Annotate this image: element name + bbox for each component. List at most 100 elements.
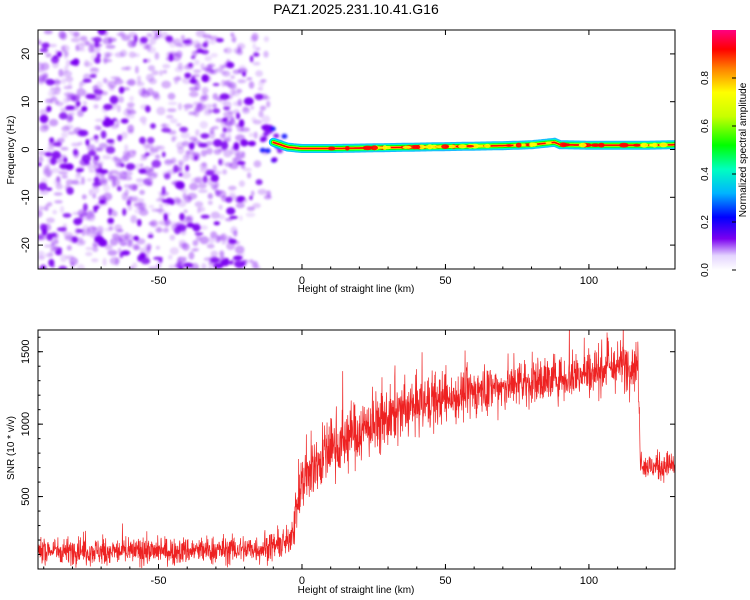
noise-blob [140, 36, 148, 44]
noise-blob [192, 101, 202, 107]
noise-blob [189, 136, 198, 142]
noise-blob [250, 105, 255, 110]
noise-blob [219, 234, 224, 242]
noise-blob [60, 77, 67, 85]
noise-blob [213, 139, 223, 147]
noise-blob [248, 132, 255, 138]
noise-blob [89, 137, 95, 141]
signal-blob [430, 144, 438, 149]
x-tick-label: 50 [439, 575, 451, 587]
noise-blob [126, 114, 135, 119]
snr-y-label: SNR (10 * v/v) [6, 416, 17, 480]
noise-blob [227, 133, 232, 140]
y-tick-label: 1000 [20, 412, 32, 436]
noise-blob [142, 143, 150, 148]
noise-blob [105, 52, 111, 58]
noise-blob [192, 79, 200, 86]
noise-blob [147, 232, 154, 238]
noise-blob [139, 189, 146, 195]
noise-blob [258, 110, 264, 118]
x-tick-label: -50 [151, 275, 167, 287]
noise-blob [184, 73, 192, 77]
noise-blob [210, 250, 218, 257]
noise-speckle [38, 30, 288, 269]
noise-blob [128, 196, 139, 200]
noise-blob [58, 265, 68, 269]
noise-blob [263, 195, 272, 200]
noise-blob [162, 228, 169, 233]
signal-blob [649, 143, 655, 147]
noise-blob [64, 184, 71, 191]
noise-blob [167, 108, 177, 113]
noise-blob [77, 48, 86, 52]
noise-blob [167, 92, 176, 100]
noise-blob [249, 195, 253, 201]
noise-blob [81, 106, 88, 112]
noise-blob [111, 175, 116, 181]
noise-blob [221, 131, 226, 137]
noise-blob [148, 266, 158, 269]
noise-blob [93, 176, 100, 184]
noise-blob [228, 236, 233, 243]
noise-blob [133, 235, 139, 241]
noise-blob [173, 76, 182, 81]
noise-blob [132, 262, 138, 269]
chart-title: PAZ1.2025.231.10.41.G16 [273, 1, 439, 17]
snr-series-line [38, 330, 675, 569]
noise-blob [120, 242, 127, 247]
noise-blob [63, 97, 69, 104]
noise-blob [147, 46, 156, 54]
noise-blob [181, 220, 187, 224]
noise-blob [88, 189, 93, 196]
signal-blob [470, 143, 480, 149]
noise-blob [93, 231, 101, 240]
spectrogram-x-ticks: -50 0 50 100 [43, 30, 676, 287]
noise-blob [185, 150, 196, 155]
noise-blob [46, 233, 53, 241]
noise-blob [247, 172, 252, 179]
noise-blob [46, 252, 54, 258]
noise-blob [169, 247, 179, 255]
noise-blob [212, 82, 220, 87]
noise-blob [142, 253, 149, 260]
noise-blob [208, 131, 216, 140]
noise-blob [145, 58, 151, 63]
noise-blob [143, 42, 149, 50]
noise-blob [252, 50, 259, 57]
noise-blob [181, 76, 192, 85]
noise-blob [70, 60, 76, 66]
noise-blob [238, 180, 245, 187]
y-tick-label: 1500 [20, 339, 32, 363]
noise-blob [264, 148, 271, 154]
y-tick-label: 0 [20, 146, 32, 152]
noise-blob [170, 221, 177, 227]
noise-blob [121, 250, 131, 256]
noise-blob [94, 118, 104, 122]
noise-blob [103, 58, 113, 63]
noise-blob [189, 91, 199, 98]
noise-blob [98, 238, 108, 247]
noise-blob [198, 189, 208, 194]
noise-blob [208, 255, 218, 264]
noise-blob [213, 221, 220, 226]
noise-blob [201, 144, 209, 148]
noise-blob [199, 121, 208, 129]
noise-blob [226, 61, 235, 69]
colorbar-tick-label: 0.0 [700, 263, 711, 277]
noise-blob [102, 154, 112, 160]
noise-blob [74, 221, 81, 227]
noise-blob [71, 179, 79, 184]
noise-blob [168, 51, 177, 57]
noise-blob [235, 202, 245, 209]
noise-blob [111, 180, 116, 188]
noise-blob [46, 146, 55, 151]
noise-blob [85, 138, 90, 146]
signal-blob [598, 142, 605, 148]
noise-blob [242, 106, 249, 112]
noise-blob [210, 211, 220, 219]
noise-blob [223, 149, 233, 158]
noise-blob [224, 94, 233, 100]
noise-blob [65, 179, 74, 186]
noise-blob [47, 156, 55, 165]
noise-blob [225, 118, 230, 127]
